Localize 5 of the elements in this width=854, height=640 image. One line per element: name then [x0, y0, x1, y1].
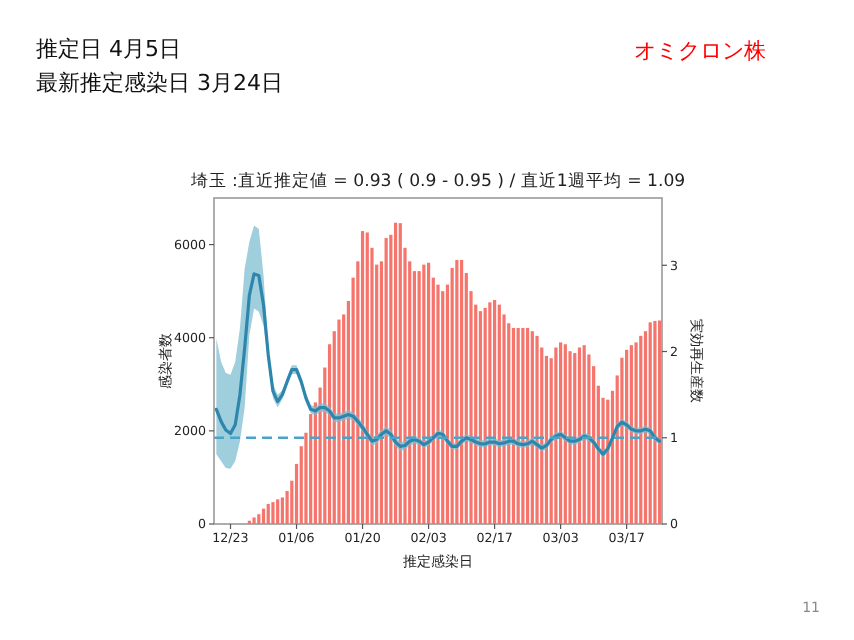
chart-title: 埼玉 :直近推定値 = 0.93 ( 0.9 - 0.95 ) / 直近1週平均 = 1.09 [188, 170, 686, 192]
text: 最新推定感染日 3月24日 [36, 70, 283, 96]
line-series [214, 272, 662, 456]
text: 推定日 4月5日 [36, 36, 181, 62]
text: オミクロン株 [634, 38, 766, 64]
